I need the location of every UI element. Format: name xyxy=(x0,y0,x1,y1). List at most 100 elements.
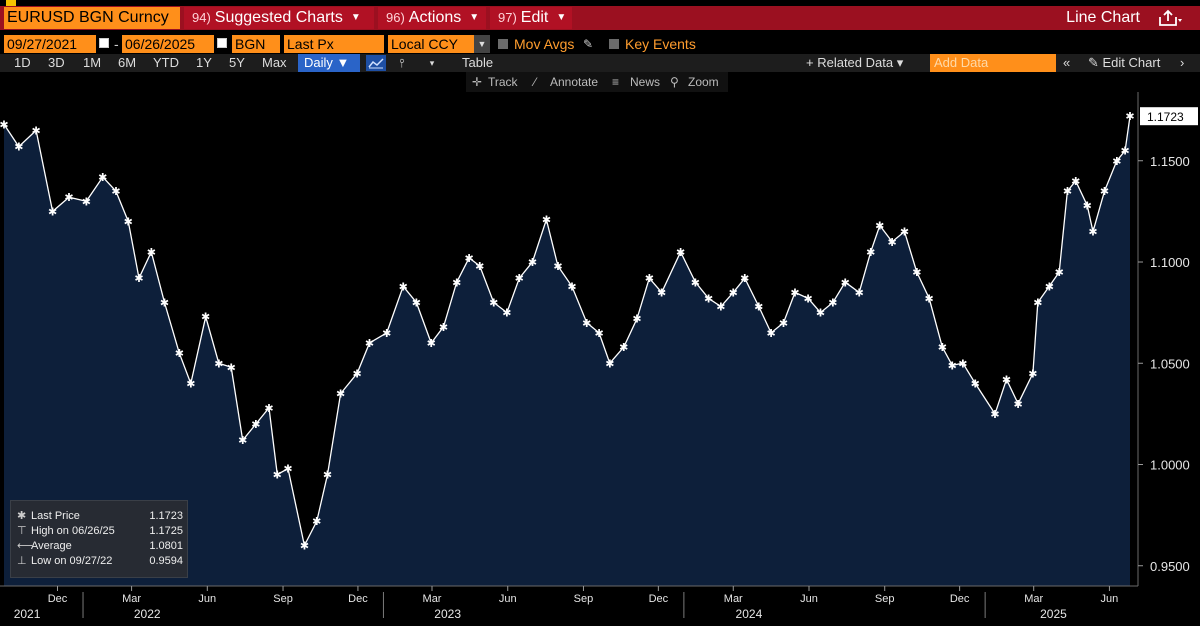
price-point: ✱ xyxy=(515,272,524,285)
annotate-button[interactable]: Annotate xyxy=(550,75,599,89)
price-point: ✱ xyxy=(582,317,591,330)
price-point: ✱ xyxy=(323,469,332,482)
currency-field[interactable]: Local CCY xyxy=(388,35,476,53)
pricing-source-field[interactable]: BGN xyxy=(232,35,280,53)
price-point: ✱ xyxy=(841,276,850,289)
x-month-label: Sep xyxy=(574,593,594,605)
price-point: ✱ xyxy=(605,357,614,370)
price-point: ✱ xyxy=(828,297,837,310)
price-field[interactable]: Last Px xyxy=(284,35,384,53)
timeframe-1m[interactable]: 1M xyxy=(83,55,102,70)
price-point: ✱ xyxy=(1013,398,1022,411)
share-icon[interactable] xyxy=(1156,9,1182,27)
chart-legend[interactable]: ✱ Last Price 1.1723 ⊤ High on 06/26/25 1.1… xyxy=(10,500,188,578)
price-point: ✱ xyxy=(594,327,603,340)
price-point: ✱ xyxy=(716,301,725,314)
price-point: ✱ xyxy=(855,286,864,299)
chart-canvas[interactable]: ✱✱✱✱✱ ✱✱✱✱✱✱✱✱✱✱✱ ✱✱✱✱✱ ✱✱✱✱✱✱✱✱✱✱✱✱✱✱✱✱✱✱✱… xyxy=(0,92,1200,626)
edit-menu[interactable]: 97) Edit ▼ xyxy=(490,7,572,29)
price-point: ✱ xyxy=(958,357,967,370)
add-data-input[interactable]: Add Data xyxy=(930,54,1056,72)
caret-down-icon: ▼ xyxy=(469,12,480,23)
price-point: ✱ xyxy=(632,313,641,326)
x-month-label: Jun xyxy=(499,593,517,605)
price-point: ✱ xyxy=(147,246,156,259)
price-point: ✱ xyxy=(489,297,498,310)
price-point: ✱ xyxy=(1083,199,1092,212)
chart-type-label[interactable]: Line Chart xyxy=(1066,9,1140,26)
menu-number: 97) xyxy=(498,10,517,26)
news-button[interactable]: News xyxy=(630,75,661,89)
collapse-chevron-icon[interactable]: « xyxy=(1063,55,1071,70)
price-point: ✱ xyxy=(790,286,799,299)
price-point: ✱ xyxy=(925,292,934,305)
periodicity-dropdown[interactable]: Daily ▼ xyxy=(298,54,360,72)
price-point: ✱ xyxy=(754,301,763,314)
calendar-icon[interactable] xyxy=(217,38,227,48)
price-point: ✱ xyxy=(645,272,654,285)
price-point: ✱ xyxy=(729,286,738,299)
price-point: ✱ xyxy=(264,402,273,415)
timeframe-5y[interactable]: 5Y xyxy=(229,55,245,70)
price-point: ✱ xyxy=(676,246,685,259)
price-point: ✱ xyxy=(48,205,57,218)
price-point: ✱ xyxy=(528,256,537,269)
timeframe-1d[interactable]: 1D xyxy=(14,55,31,70)
price-point: ✱ xyxy=(502,307,511,320)
top-toolbar: EURUSD BGN Curncy 94) Suggested Charts ▼ 9… xyxy=(0,0,1200,34)
x-month-label: Dec xyxy=(649,593,669,605)
legend-value: 1.0801 xyxy=(149,540,183,552)
timeframe-6m[interactable]: 6M xyxy=(118,55,137,70)
price-point: ✱ xyxy=(1033,297,1042,310)
line-chart-icon[interactable] xyxy=(366,55,386,71)
timeframe-max[interactable]: Max xyxy=(262,55,287,70)
price-point: ✱ xyxy=(875,220,884,233)
key-events-label[interactable]: Key Events xyxy=(625,36,696,52)
menu-number: 96) xyxy=(386,10,405,26)
price-point: ✱ xyxy=(912,266,921,279)
timeframe-1y[interactable]: 1Y xyxy=(196,55,212,70)
track-button[interactable]: Track xyxy=(488,75,518,89)
timeframe-3d[interactable]: 3D xyxy=(48,55,65,70)
pencil-icon[interactable]: ✎ xyxy=(583,37,594,51)
key-events-checkbox[interactable] xyxy=(609,39,619,49)
annotate-icon: ⁄ xyxy=(534,75,537,89)
price-point: ✱ xyxy=(691,276,700,289)
price-point: ✱ xyxy=(888,236,897,249)
calendar-icon[interactable] xyxy=(99,38,109,48)
zoom-button[interactable]: Zoom xyxy=(688,75,719,89)
suggested-charts-menu[interactable]: 94) Suggested Charts ▼ xyxy=(184,7,374,29)
currency-dropdown-icon[interactable]: ▼ xyxy=(474,35,490,53)
price-point: ✱ xyxy=(201,311,210,324)
actions-menu[interactable]: 96) Actions ▼ xyxy=(378,7,486,29)
price-point: ✱ xyxy=(971,378,980,391)
price-point: ✱ xyxy=(542,213,551,226)
legend-label: Last Price xyxy=(31,510,80,522)
security-ticker-field[interactable]: EURUSD BGN Curncy xyxy=(4,7,180,29)
crosshair-icon: ✛ xyxy=(472,75,483,89)
mov-avgs-checkbox[interactable] xyxy=(498,39,508,49)
end-date-field[interactable]: 06/26/2025 xyxy=(122,35,214,53)
price-point: ✱ xyxy=(990,408,999,421)
chart-tools-row: ✛ Track ⁄ Annotate ≡ News ⚲ Zoom xyxy=(466,72,728,92)
start-date-field[interactable]: 09/27/2021 xyxy=(4,35,96,53)
price-point: ✱ xyxy=(900,226,909,239)
average-line-icon: ⟵ xyxy=(17,540,33,552)
price-point: ✱ xyxy=(1100,185,1109,198)
timeframe-ytd[interactable]: YTD xyxy=(153,55,179,70)
price-chart[interactable]: ✱ ✱ ✱ ✱ ✱ ✱ ✱ ✱ ✱ ✱ ✱ ✱ ✱ ✱ ✱ ✱ ✱ ✱ ✱ ✱ ✱ ✱ ✱ ✱ ✱ ✱ ✱ ✱ ✱ ✱ ✱ ✱ ✱ ✱ ✱ ✱ ✱ ✱ ✱ ✱… xyxy=(0,92,1200,626)
price-point: ✱ xyxy=(1063,185,1072,198)
y-tick-label: 1.0500 xyxy=(1150,356,1190,371)
chart-style-dropdown-icon[interactable]: ▾ xyxy=(429,58,435,68)
date-separator: - xyxy=(114,36,119,52)
table-button[interactable]: Table xyxy=(462,55,494,70)
timeframe-row: 1D 3D 1M 6M YTD 1Y 5Y Max Daily ▼ ⫯ ▾ Ta… xyxy=(0,54,1200,72)
mov-avgs-label[interactable]: Mov Avgs xyxy=(514,36,575,52)
chevron-right-icon[interactable]: › xyxy=(1180,55,1185,70)
edit-chart-button[interactable]: ✎ Edit Chart xyxy=(1088,55,1161,70)
price-point: ✱ xyxy=(1045,280,1054,293)
bar-chart-icon[interactable]: ⫯ xyxy=(399,56,405,70)
price-point: ✱ xyxy=(938,341,947,354)
related-data-button[interactable]: + Related Data ▾ xyxy=(806,55,904,70)
legend-value: 1.1725 xyxy=(149,525,183,537)
